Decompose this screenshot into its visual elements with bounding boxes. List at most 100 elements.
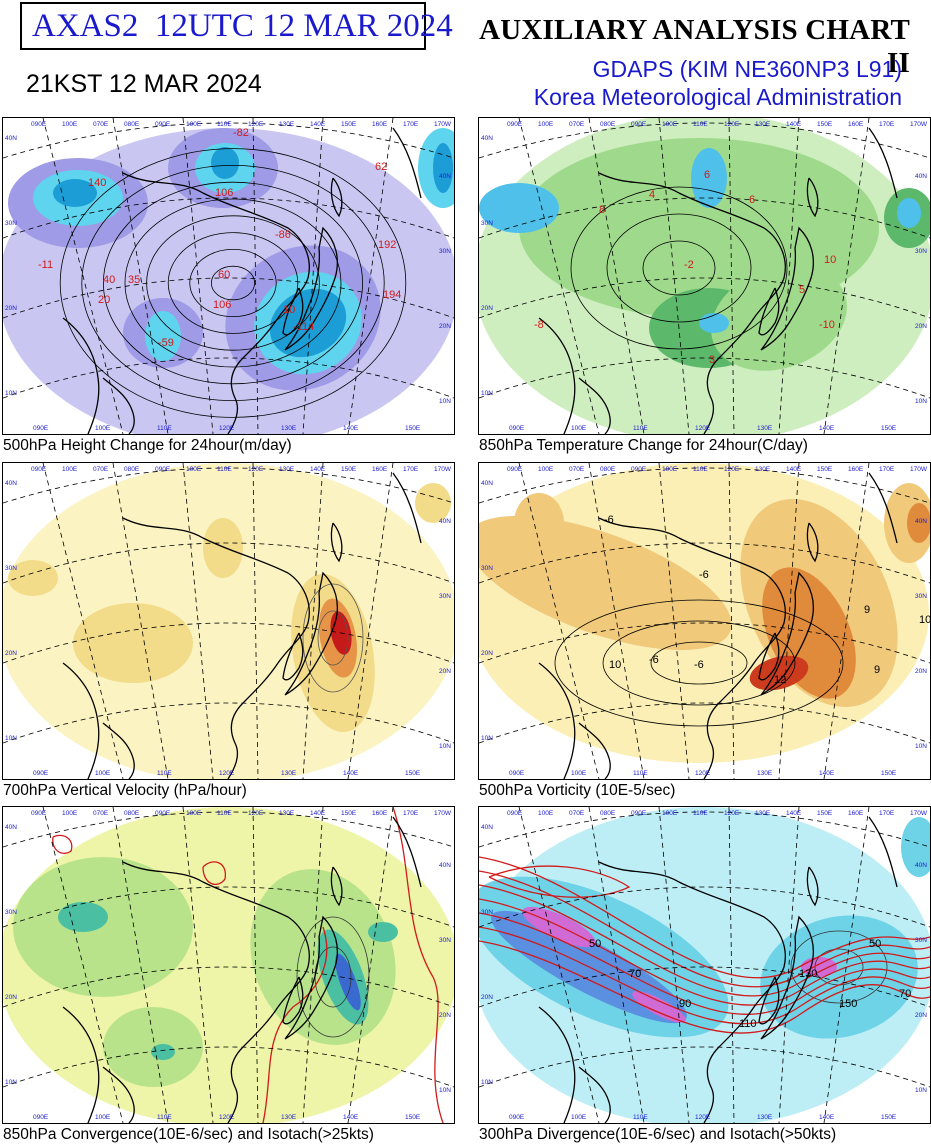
longitude-label: 120E [695, 770, 711, 777]
shaded-field-area [801, 957, 837, 977]
longitude-label: 120E [219, 770, 235, 777]
map-canvas: 140 106 -59 106 -114 -11 35 -82 -86 192 194 62 10 40 2… [3, 118, 454, 434]
longitude-label: 090E [507, 466, 523, 473]
shaded-field-area [145, 311, 181, 361]
contour-line [124, 198, 342, 368]
latitude-label: 30N [439, 248, 451, 255]
longitude-label: 140E [819, 425, 835, 432]
longitude-label: 090E [33, 1114, 49, 1121]
latitude-label: 20N [915, 668, 927, 675]
latitude-label: 30N [5, 220, 17, 227]
coastline [284, 915, 338, 1040]
latitude-label: 20N [439, 323, 451, 330]
longitude-label: 160E [372, 121, 388, 128]
graticule-line [728, 807, 735, 1123]
latitude-label: 20N [915, 1012, 927, 1019]
shaded-field-area [433, 143, 453, 193]
coastline [760, 226, 814, 351]
longitude-label: 100E [571, 1114, 587, 1121]
longitude-label: 100E [571, 425, 587, 432]
contour-value-label: 10 [283, 304, 295, 316]
panel-caption-500hpa-height-change: 500hPa Height Change for 24hour(m/day) [3, 437, 292, 454]
longitude-label: 080E [600, 466, 616, 473]
contour-value-label: -59 [158, 337, 174, 349]
contour-value-label: -86 [275, 229, 291, 241]
longitude-label: 140E [819, 1114, 835, 1121]
longitude-label: 160E [848, 466, 864, 473]
graticule-line [823, 807, 870, 1123]
contour-line [790, 930, 888, 1004]
contour-value-label: 192 [378, 239, 396, 251]
longitude-label: 140E [310, 121, 326, 128]
longitude-label: 140E [786, 121, 802, 128]
longitude-label: 100E [95, 770, 111, 777]
coastline [868, 816, 898, 888]
contour-value-label: 130 [799, 968, 817, 980]
shaded-field-area [479, 183, 559, 233]
coastline [282, 632, 304, 681]
contour-value-label: 9 [874, 664, 880, 676]
longitude-label: 110E [693, 810, 708, 817]
contour-line [167, 232, 299, 334]
latitude-label: 40N [5, 824, 17, 831]
coastline [102, 1066, 135, 1123]
contour-value-label: 50 [869, 938, 881, 950]
graticule-line [778, 807, 800, 1123]
graticule-line [518, 807, 600, 1123]
shaded-field-area [691, 148, 727, 208]
coastline [578, 377, 611, 434]
latitude-label: 40N [5, 480, 17, 487]
coastline [758, 287, 780, 336]
latitude-label: 40N [439, 173, 451, 180]
graticule-line [479, 966, 930, 1008]
longitude-label: 150E [817, 121, 833, 128]
longitude-label: 130E [755, 466, 771, 473]
latitude-label: 20N [5, 994, 17, 1001]
graticule-line [3, 357, 454, 399]
graticule-line [3, 811, 454, 848]
shaded-field-area [711, 265, 847, 371]
latitude-label: 30N [915, 248, 927, 255]
longitude-label: 130E [757, 1114, 773, 1121]
coastline [868, 472, 898, 544]
latitude-label: 40N [915, 862, 927, 869]
latitude-label: 10N [915, 1087, 927, 1094]
contour-line [102, 181, 364, 385]
longitude-label: 090E [631, 466, 647, 473]
longitude-label: 110E [217, 121, 232, 128]
coastline [578, 1066, 611, 1123]
latitude-label: 10N [5, 1079, 17, 1086]
longitude-label: 170E [403, 121, 419, 128]
longitude-label: 110E [157, 1114, 172, 1121]
contour-line [302, 583, 364, 693]
contour-value-label: 106 [213, 299, 231, 311]
longitude-label: 120E [219, 1114, 235, 1121]
longitude-label: 170W [910, 466, 928, 473]
map-canvas: 8 6 -8 10 -10 3 -2 4 5 6 090E 100E 070E 080E 090E 100E 1… [479, 118, 930, 434]
longitude-label: 080E [124, 121, 140, 128]
longitude-label: 070E [93, 810, 109, 817]
latitude-label: 20N [915, 323, 927, 330]
longitude-label: 070E [569, 121, 585, 128]
latitude-label: 30N [481, 565, 493, 572]
contour-line [317, 610, 349, 666]
contour-value-label: 110 [739, 1018, 757, 1030]
coastline [392, 127, 422, 199]
longitude-label: 130E [279, 810, 295, 817]
longitude-label: 090E [31, 810, 47, 817]
latitude-label: 10N [5, 390, 17, 397]
longitude-label: 090E [155, 121, 171, 128]
longitude-label: 170W [910, 121, 928, 128]
graticule-line [479, 1046, 930, 1088]
graticule-line [823, 118, 870, 434]
longitude-label: 090E [33, 770, 49, 777]
isotach-line [479, 898, 930, 1006]
graticule-line [182, 463, 214, 779]
longitude-label: 110E [693, 466, 708, 473]
latitude-label: 20N [481, 305, 493, 312]
longitude-label: 080E [124, 810, 140, 817]
map-canvas: 50 70 90 110 130 150 50 70 090E 100E 070E 080E 090E 1… [479, 807, 930, 1123]
isotach-line [479, 926, 930, 1025]
latitude-label: 10N [439, 398, 451, 405]
graticule-line [182, 807, 214, 1123]
